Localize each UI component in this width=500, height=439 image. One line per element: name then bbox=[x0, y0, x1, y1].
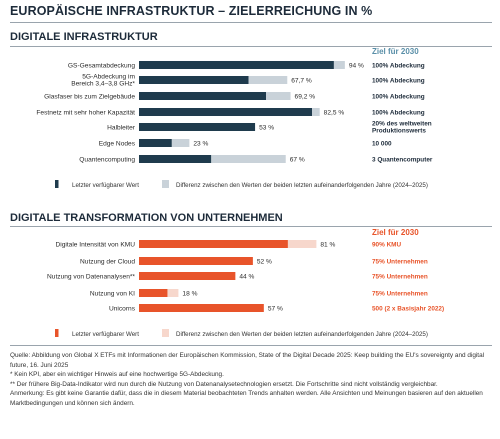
trans-value-label: 81 % bbox=[320, 241, 335, 248]
trans-category-label: Unicorns bbox=[109, 305, 136, 312]
footnote-double-star: ** Der frühere Big-Data-Indikator wird n… bbox=[10, 380, 438, 388]
infra-legend-latest: Letzter verfügbarer Wert bbox=[72, 182, 139, 189]
trans-legend-swatch-difference bbox=[162, 329, 169, 337]
trans-value-label: 44 % bbox=[239, 273, 254, 280]
infra-bar-latest bbox=[139, 92, 267, 100]
trans-category-label: Nutzung von KI bbox=[90, 290, 135, 297]
disclaimer-note: Anmerkung: Es gibt keine Garantie dafür,… bbox=[10, 390, 483, 407]
footnote-star: * Kein KPI, aber ein wichtiger Hinweis a… bbox=[10, 371, 224, 379]
infra-value-label: 67,7 % bbox=[291, 77, 312, 84]
infra-value-label: 69,2 % bbox=[295, 93, 316, 100]
infra-bar-latest bbox=[139, 139, 172, 147]
infra-value-label: 82,5 % bbox=[324, 109, 345, 116]
trans-category-label: Nutzung der Cloud bbox=[80, 258, 135, 265]
infra-goal-label: 100% Abdeckung bbox=[372, 109, 425, 116]
trans-bar-latest bbox=[139, 272, 236, 280]
trans-value-label: 57 % bbox=[268, 305, 283, 312]
trans-goal-label: 500 (2 x Basisjahr 2022) bbox=[372, 305, 444, 312]
infra-category-label: 5G-Abdeckung im bbox=[82, 74, 135, 81]
infra-goal-label: 10 000 bbox=[372, 140, 392, 147]
infra-goal-header: Ziel für 2030 bbox=[372, 47, 419, 56]
infra-goal-label: 3 Quantencomputer bbox=[372, 156, 433, 163]
trans-goal-label: 75% Unternehmen bbox=[372, 273, 428, 280]
infra-goal-label: 20% des weltweiten bbox=[372, 120, 432, 127]
trans-legend-swatch-latest bbox=[55, 329, 59, 337]
infra-bar-difference bbox=[333, 61, 345, 69]
infra-category-label: Halbleiter bbox=[107, 124, 136, 131]
infra-bar-latest bbox=[139, 108, 313, 116]
trans-bar-latest bbox=[139, 240, 288, 248]
transformation-goal-header: Ziel für 2030 bbox=[372, 228, 419, 237]
infra-value-label: 67 % bbox=[290, 156, 305, 163]
infra-legend-difference: Differenz zwischen den Werten der beiden… bbox=[176, 182, 428, 189]
trans-bar-latest bbox=[139, 304, 264, 312]
infra-bar-latest bbox=[139, 123, 256, 131]
charts-canvas: GS-Gesamtabdeckung 94 % 100% Abdeckung 5G-A… bbox=[36, 61, 444, 338]
infra-value-label: 23 % bbox=[193, 140, 208, 147]
infra-legend-swatch-difference bbox=[162, 180, 169, 188]
infra-bar-latest bbox=[139, 61, 334, 69]
trans-goal-label: 90% KMU bbox=[372, 241, 402, 248]
infra-divider bbox=[10, 46, 492, 47]
trans-value-label: 52 % bbox=[257, 258, 272, 265]
footnotes: Quelle: Abbildung von Global X ETFs mit … bbox=[10, 351, 490, 409]
infra-bar-difference bbox=[312, 108, 320, 116]
trans-bar-latest bbox=[139, 289, 168, 297]
trans-bar-latest bbox=[139, 257, 253, 265]
infra-goal-label: 100% Abdeckung bbox=[372, 77, 425, 84]
footnote-divider bbox=[10, 345, 492, 346]
trans-legend-difference: Differenz zwischen den Werten der beiden… bbox=[176, 331, 428, 338]
trans-bar-difference bbox=[167, 289, 179, 297]
infra-category-label: GS-Gesamtabdeckung bbox=[68, 62, 135, 69]
infra-bar-latest bbox=[139, 76, 249, 84]
infra-category-label: Bereich 3,4–3,8 GHz* bbox=[71, 81, 135, 88]
infra-category-label: Edge Nodes bbox=[99, 140, 136, 147]
title-divider bbox=[10, 22, 492, 23]
trans-category-label: Nutzung von Datenanalysen** bbox=[47, 273, 135, 280]
infra-bar-difference bbox=[171, 139, 190, 147]
infra-goal-label: 100% Abdeckung bbox=[372, 62, 425, 69]
infra-value-label: 53 % bbox=[259, 124, 274, 131]
trans-legend-latest: Letzter verfügbarer Wert bbox=[72, 331, 139, 338]
trans-goal-label: 75% Unternehmen bbox=[372, 258, 428, 265]
infra-bar-difference bbox=[266, 92, 291, 100]
infra-legend-swatch-latest bbox=[55, 180, 59, 188]
trans-category-label: Digitale Intensität von KMU bbox=[55, 241, 135, 248]
infra-category-label: Festnetz mit sehr hoher Kapazität bbox=[36, 109, 135, 116]
infra-section-title: DIGITALE INFRASTRUKTUR bbox=[10, 31, 158, 43]
infra-category-label: Glasfaser bis zum Zielgebäude bbox=[44, 93, 135, 100]
infra-bar-latest bbox=[139, 155, 212, 163]
trans-value-label: 18 % bbox=[182, 290, 197, 297]
infra-goal-label: Produktionswerts bbox=[372, 128, 426, 135]
transformation-section-title: DIGITALE TRANSFORMATION VON UNTERNEHMEN bbox=[10, 212, 283, 224]
transformation-divider bbox=[10, 226, 492, 227]
infra-bar-difference bbox=[248, 76, 288, 84]
trans-goal-label: 75% Unternehmen bbox=[372, 290, 428, 297]
trans-bar-difference bbox=[287, 240, 317, 248]
infra-category-label: Quantencomputing bbox=[79, 156, 135, 163]
source-note: Quelle: Abbildung von Global X ETFs mit … bbox=[10, 352, 485, 369]
page-title: EUROPÄISCHE INFRASTRUKTUR – ZIELERREICHU… bbox=[10, 4, 373, 18]
infra-value-label: 94 % bbox=[349, 62, 364, 69]
infra-goal-label: 100% Abdeckung bbox=[372, 93, 425, 100]
infra-bar-difference bbox=[211, 155, 286, 163]
